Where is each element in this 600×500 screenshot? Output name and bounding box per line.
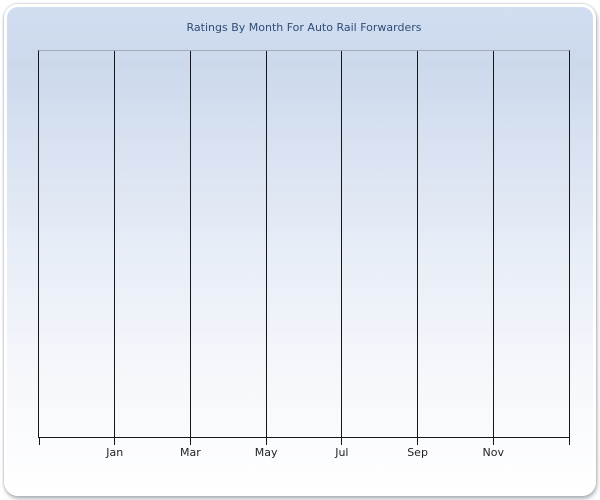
vertical-gridline: [114, 51, 116, 437]
x-axis-tick: [492, 437, 494, 445]
x-axis-label: May: [254, 446, 278, 459]
x-axis-tick: [417, 437, 419, 445]
x-axis-label: Jan: [106, 446, 124, 459]
x-axis-tick: [265, 437, 267, 445]
x-axis-tick: [568, 437, 570, 445]
x-axis-tick: [341, 437, 343, 445]
x-axis-tick: [189, 437, 191, 445]
chart-panel: Ratings By Month For Auto Rail Forwarder…: [4, 4, 596, 496]
plot-area: Jan Mar May Jul Sep Nov: [38, 50, 570, 459]
vertical-gridline: [417, 51, 419, 437]
x-axis-label: Jul: [335, 446, 349, 459]
x-axis-label: Sep: [407, 446, 428, 459]
vertical-gridline: [265, 51, 267, 437]
vertical-gridline: [189, 51, 191, 437]
x-axis-label: Mar: [180, 446, 201, 459]
x-axis-tick: [38, 437, 40, 445]
vertical-gridline: [492, 51, 494, 437]
vertical-gridline: [341, 51, 343, 437]
chart-title: Ratings By Month For Auto Rail Forwarder…: [186, 21, 422, 34]
x-axis-label: Nov: [482, 446, 505, 459]
x-axis-tick: [114, 437, 116, 445]
